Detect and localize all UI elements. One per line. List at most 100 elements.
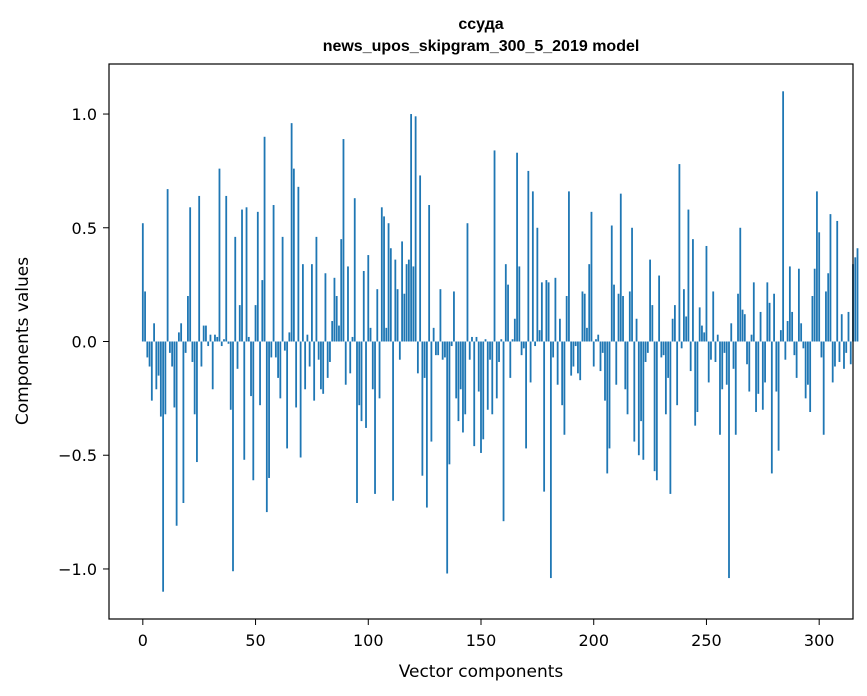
bar [407, 259, 410, 342]
bar [414, 116, 417, 342]
bar [543, 341, 546, 492]
bar [250, 341, 252, 397]
bar [685, 316, 688, 342]
bar [365, 341, 367, 428]
bar [574, 341, 577, 347]
bar [804, 341, 807, 399]
bar [502, 341, 505, 522]
bar [202, 325, 205, 342]
bar [610, 225, 613, 342]
bar [547, 282, 550, 342]
bar [369, 327, 372, 342]
bar [631, 227, 633, 342]
bar [802, 341, 805, 349]
bar [728, 341, 730, 579]
bar [315, 236, 318, 342]
bar [619, 193, 622, 342]
bar [331, 321, 334, 342]
bar [171, 341, 174, 367]
bar [577, 341, 579, 374]
bar [741, 309, 744, 342]
bar [667, 341, 670, 378]
bar [529, 341, 532, 383]
bar [538, 330, 541, 342]
bar [549, 341, 552, 579]
bar [516, 152, 518, 342]
x-axis-ticks: 0 50 100 150 200 250 300 [138, 619, 834, 650]
bar [437, 341, 440, 356]
bar [173, 341, 176, 408]
bar [335, 296, 338, 342]
bar [536, 227, 539, 342]
bar [511, 339, 514, 342]
bar [752, 282, 755, 342]
bar [723, 341, 726, 353]
bar [788, 266, 791, 342]
bar [378, 341, 381, 399]
bar [193, 341, 196, 415]
bar [719, 341, 721, 435]
bar [588, 264, 591, 342]
bar [446, 341, 449, 574]
bar [360, 341, 363, 422]
bar [268, 341, 270, 478]
bar [482, 341, 485, 440]
bar [205, 325, 207, 342]
bar [286, 341, 289, 449]
bar [554, 277, 557, 342]
bar [791, 311, 794, 342]
bar [491, 341, 494, 415]
bar [637, 341, 640, 456]
bar [175, 341, 178, 526]
bar [306, 334, 309, 342]
bar [721, 341, 724, 390]
bar [313, 341, 316, 401]
bar [692, 239, 694, 342]
bar [423, 341, 426, 378]
bar [565, 296, 568, 342]
y-tick-label: 0.5 [72, 219, 97, 238]
bar [705, 245, 708, 342]
bar [651, 305, 654, 342]
bar [283, 341, 286, 351]
bar [155, 341, 158, 390]
bar [168, 341, 171, 353]
bar [710, 341, 712, 360]
bar [146, 341, 149, 358]
bar [374, 341, 376, 494]
bar [746, 341, 748, 365]
x-axis-label: Vector components [399, 662, 564, 682]
bar [214, 334, 216, 342]
bar [773, 293, 775, 342]
bar [209, 334, 212, 342]
bar [220, 341, 223, 347]
bar [410, 114, 413, 342]
bar [572, 341, 575, 367]
bar [770, 341, 773, 474]
bar [292, 168, 295, 342]
bar [843, 341, 845, 369]
bar [563, 341, 566, 435]
bar [816, 191, 818, 342]
bar [401, 241, 403, 342]
bar [579, 341, 582, 381]
bar [644, 341, 647, 362]
bar [570, 341, 573, 376]
bar [207, 341, 210, 347]
bar [241, 209, 243, 342]
bar [385, 327, 388, 342]
chart-title-line-2: news_upos_skipgram_300_5_2019 model [323, 38, 640, 55]
bar [597, 334, 600, 342]
bar [838, 341, 841, 362]
bar [671, 318, 674, 342]
bar [322, 341, 325, 394]
bar [439, 289, 442, 342]
bar [601, 341, 604, 353]
bar [295, 341, 298, 408]
bar [660, 341, 663, 358]
bar [261, 280, 264, 342]
bar [387, 223, 390, 342]
bar [358, 341, 361, 406]
bar [457, 341, 460, 422]
